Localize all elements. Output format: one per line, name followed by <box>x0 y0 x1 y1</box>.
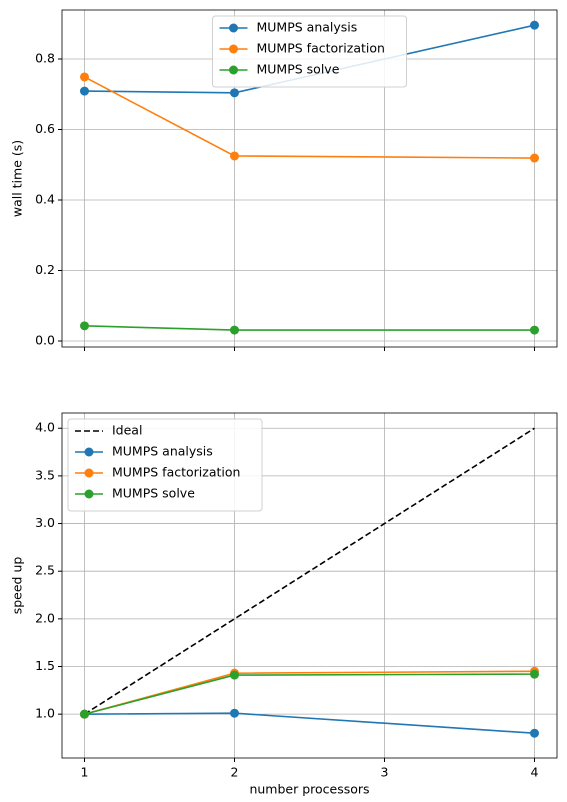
legend-label: Ideal <box>112 423 142 438</box>
legend: MUMPS analysis MUMPS factorization MUMPS s… <box>212 15 407 88</box>
legend-box <box>212 15 407 88</box>
data-point <box>230 708 239 718</box>
legend-marker <box>229 65 238 75</box>
legend-label: MUMPS factorization <box>257 41 385 56</box>
data-point <box>230 670 239 680</box>
y-tick-label: 0.4 <box>35 192 55 207</box>
legend-label: MUMPS solve <box>112 486 195 501</box>
y-tick-label: 3.0 <box>35 515 55 530</box>
y-tick-label: 4.0 <box>35 420 55 435</box>
y-tick-label: 0.0 <box>35 333 55 348</box>
y-tick-label: 0.8 <box>35 50 55 65</box>
series-line <box>84 670 535 715</box>
y-tick-label: 0.2 <box>35 262 55 277</box>
data-point <box>530 153 539 163</box>
legend-marker <box>229 23 238 33</box>
data-point <box>530 728 539 738</box>
legend-marker <box>84 489 94 499</box>
x-tick-label: 3 <box>381 765 389 780</box>
series-line <box>84 712 535 735</box>
y-tick-label: 0.6 <box>35 121 55 136</box>
y-tick-label: 3.5 <box>35 467 55 482</box>
y-axis-label: speed up <box>10 557 25 615</box>
y-tick-label: 2.0 <box>35 610 55 625</box>
y-axis-label: wall time (s) <box>10 140 25 217</box>
y-tick-label: 1.0 <box>35 706 55 721</box>
legend-box <box>67 418 263 512</box>
series-line <box>84 427 535 715</box>
legend-label: MUMPS solve <box>257 62 340 77</box>
data-point <box>80 709 89 719</box>
y-tick-label: 2.5 <box>35 563 55 578</box>
legend-marker <box>84 447 94 457</box>
data-point <box>230 325 239 335</box>
legend-label: MUMPS analysis <box>112 444 213 459</box>
data-point <box>530 669 539 679</box>
data-point <box>230 88 239 98</box>
legend: Ideal MUMPS analysis MUMPS factorization MU… <box>67 418 263 512</box>
legend-marker <box>229 44 238 54</box>
x-tick-label: 4 <box>531 765 539 780</box>
series-line <box>84 673 535 715</box>
legend-label: MUMPS analysis <box>257 20 358 35</box>
data-point <box>530 325 539 335</box>
series-line <box>84 76 535 159</box>
data-point <box>230 151 239 161</box>
x-tick-label: 1 <box>81 765 89 780</box>
y-tick-label: 1.5 <box>35 658 55 673</box>
data-point <box>80 72 89 82</box>
data-point <box>530 20 539 30</box>
x-axis-label: number processors <box>249 782 369 797</box>
axes-frame <box>61 412 558 759</box>
x-tick-label: 2 <box>231 765 239 780</box>
data-point <box>80 321 89 331</box>
axes-frame <box>61 9 558 348</box>
legend-label: MUMPS factorization <box>112 465 240 480</box>
legend-marker <box>84 468 94 478</box>
data-point <box>80 86 89 96</box>
series-line <box>84 325 535 331</box>
